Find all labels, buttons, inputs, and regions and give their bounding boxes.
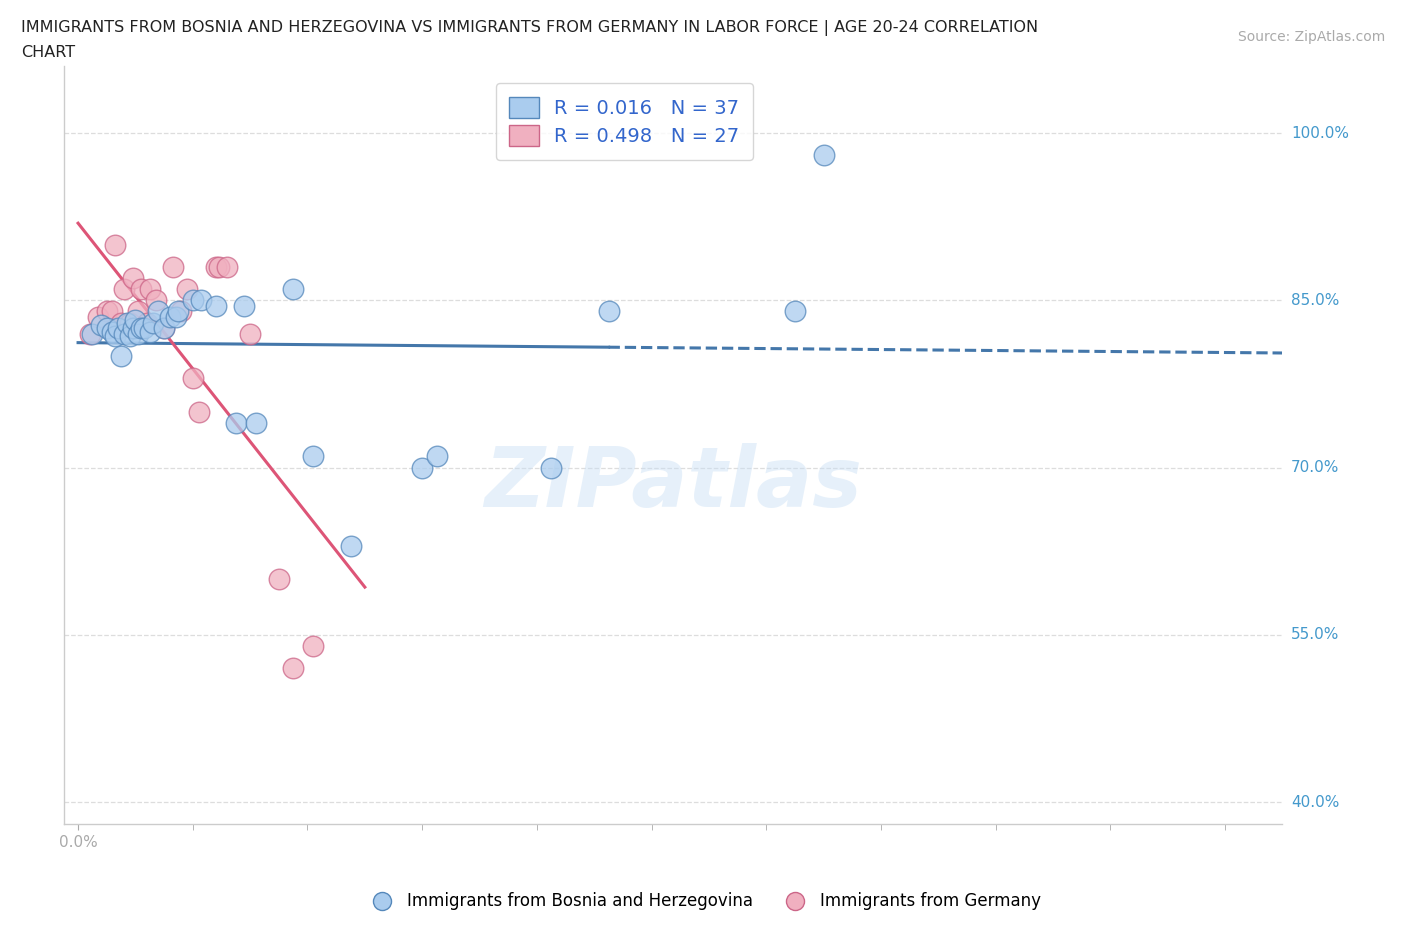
Point [132,321,155,336]
Point [96,321,118,336]
Legend: R = 0.016   N = 37, R = 0.498   N = 27: R = 0.016 N = 37, R = 0.498 N = 27 [496,84,752,160]
Point [783,304,806,319]
Point [87,310,110,325]
Point [281,282,304,297]
Point [176,282,198,297]
Point [267,572,290,587]
Point [112,326,135,341]
Point [104,237,127,252]
Text: ZIPatlas: ZIPatlas [484,443,862,524]
Point [181,371,204,386]
Text: Source: ZipAtlas.com: Source: ZipAtlas.com [1237,30,1385,44]
Point [245,416,267,431]
Point [90,317,112,332]
Point [129,282,152,297]
Point [207,259,229,274]
Point [139,282,162,297]
Point [79,326,101,341]
Point [153,321,176,336]
Point [204,259,226,274]
Point [110,349,132,364]
Point [101,325,124,339]
Point [281,661,304,676]
Point [239,326,262,341]
Text: IMMIGRANTS FROM BOSNIA AND HERZEGOVINA VS IMMIGRANTS FROM GERMANY IN LABOR FORCE: IMMIGRANTS FROM BOSNIA AND HERZEGOVINA V… [21,20,1038,36]
Point [145,293,167,308]
Point [112,282,135,297]
Point [302,449,325,464]
Point [142,315,165,330]
Point [159,310,181,325]
Text: 55.0%: 55.0% [1291,628,1339,643]
Point [162,259,184,274]
Point [217,259,239,274]
Point [110,315,132,330]
Point [225,416,247,431]
Point [167,304,190,319]
Point [598,304,620,319]
Point [139,325,162,339]
Point [107,321,129,336]
Point [104,328,127,343]
Point [302,639,325,654]
Point [121,271,143,286]
Text: 100.0%: 100.0% [1291,126,1348,140]
Text: CHART: CHART [21,45,75,60]
Text: 40.0%: 40.0% [1291,794,1339,810]
Point [135,315,157,330]
Point [339,538,361,553]
Point [129,321,152,336]
Point [187,405,209,419]
Legend: Immigrants from Bosnia and Herzegovina, Immigrants from Germany: Immigrants from Bosnia and Herzegovina, … [359,885,1047,917]
Point [181,293,204,308]
Point [115,315,138,330]
Point [204,299,226,313]
Point [127,304,149,319]
Point [425,449,447,464]
Text: 85.0%: 85.0% [1291,293,1339,308]
Point [813,148,835,163]
Point [127,326,149,341]
Point [233,299,256,313]
Point [101,304,124,319]
Point [170,304,193,319]
Text: 70.0%: 70.0% [1291,460,1339,475]
Point [118,328,141,343]
Point [121,321,143,336]
Point [148,304,170,319]
Point [124,313,146,328]
Point [540,460,562,475]
Point [165,310,187,325]
Point [153,321,176,336]
Point [118,315,141,330]
Point [411,460,433,475]
Point [190,293,212,308]
Point [96,304,118,319]
Point [82,326,104,341]
